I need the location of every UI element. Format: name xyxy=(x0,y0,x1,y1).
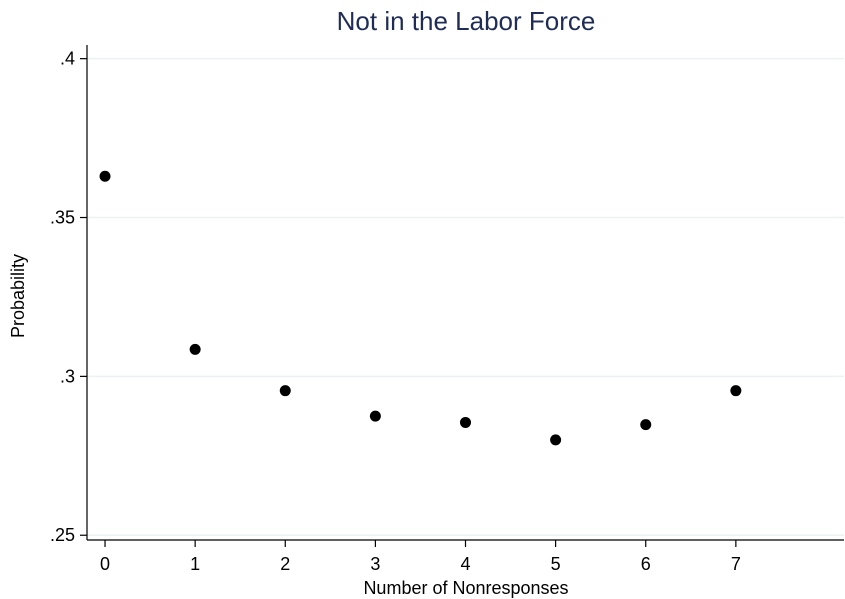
data-point xyxy=(460,416,471,428)
data-point xyxy=(730,385,742,397)
x-tick-label: 5 xyxy=(551,554,561,574)
data-point xyxy=(279,385,291,397)
x-tick-label: 4 xyxy=(460,554,470,574)
y-tick-label: .25 xyxy=(50,525,75,545)
x-tick-label: 3 xyxy=(370,554,380,574)
tick-labels: .25 .3 .35 .4 0 1 2 3 4 5 6 7 xyxy=(50,49,741,574)
data-point xyxy=(189,343,201,355)
x-tick-label: 1 xyxy=(190,554,200,574)
data-point xyxy=(550,434,562,446)
chart-title: Not in the Labor Force xyxy=(337,6,596,36)
gridlines xyxy=(87,57,844,536)
data-point xyxy=(640,419,652,431)
x-axis-label: Number of Nonresponses xyxy=(363,578,568,598)
x-tick-label: 7 xyxy=(731,554,741,574)
data-point xyxy=(99,170,111,182)
y-axis-label: Probability xyxy=(8,254,28,338)
y-tick-label: .4 xyxy=(60,49,75,69)
x-tick-label: 6 xyxy=(641,554,651,574)
x-tick-label: 0 xyxy=(100,554,110,574)
x-tick-label: 2 xyxy=(280,554,290,574)
data-point xyxy=(369,410,381,422)
axes xyxy=(80,45,844,547)
y-tick-label: .3 xyxy=(60,366,75,386)
y-tick-label: .35 xyxy=(50,208,75,228)
data-points xyxy=(99,170,742,446)
